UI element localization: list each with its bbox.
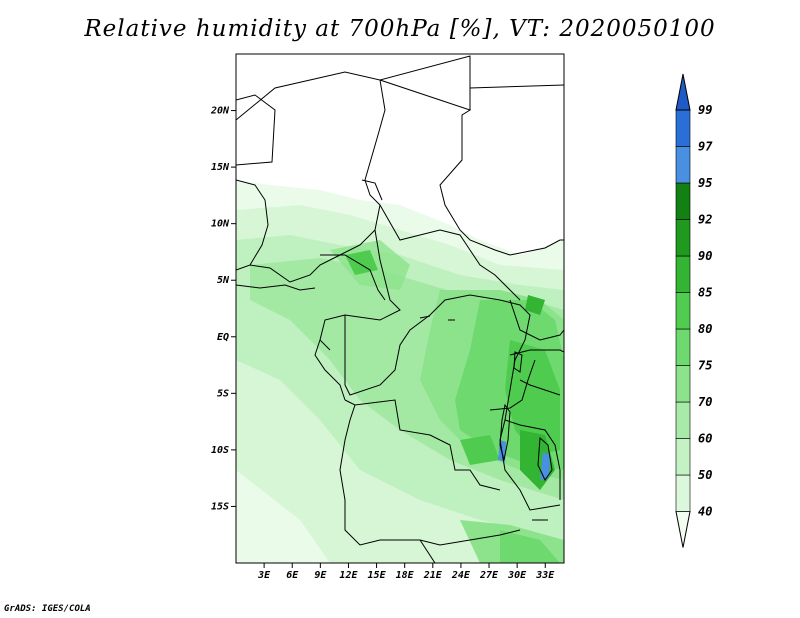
colorbar-label: 95 (698, 176, 712, 190)
colorbar-lower-arrow (675, 511, 691, 548)
x-tick-label: 18E (396, 570, 415, 581)
y-tick-label: 10S (211, 445, 229, 456)
colorbar-swatch (675, 292, 691, 330)
colorbar-upper-arrow (675, 73, 691, 111)
colorbar-label: 90 (698, 249, 712, 263)
humidity-field (236, 54, 564, 563)
colorbar-swatch (675, 401, 691, 439)
colorbar-label: 99 (698, 103, 712, 117)
x-tick-label: 3E (257, 570, 271, 581)
colorbar-swatch (675, 438, 691, 476)
rh-95-spot-2 (540, 452, 550, 480)
chart-title: Relative humidity at 700hPa [%], VT: 202… (84, 16, 716, 42)
y-tick-label: 15S (211, 501, 229, 512)
x-tick-label: 6E (286, 570, 299, 581)
y-tick-label: 15N (211, 162, 230, 173)
colorbar-label: 97 (698, 140, 713, 154)
colorbar-swatch (675, 146, 691, 184)
x-tick-label: 15E (368, 570, 387, 581)
colorbar-swatch (675, 255, 691, 293)
y-tick-label: 5S (217, 388, 229, 399)
x-tick-label: 9E (314, 570, 327, 581)
colorbar-swatch (675, 474, 691, 512)
colorbar-label: 80 (698, 322, 712, 336)
colorbar-swatch (675, 219, 691, 257)
x-tick-label: 12E (339, 570, 358, 581)
rh-90-region-2 (525, 295, 545, 315)
colorbar-swatch (675, 182, 691, 220)
y-axis: 20N 15N 10N 5N EQ 5S 10S 15S (210, 106, 236, 512)
colorbar-label: 92 (698, 213, 712, 227)
x-axis: 3E 6E 9E 12E 15E 18E 21E 24E 27E 30E 33E (257, 563, 555, 581)
colorbar-swatch (675, 365, 691, 403)
colorbar-label: 75 (698, 359, 712, 373)
colorbar: 40 50 60 70 75 80 85 90 92 95 97 99 (675, 73, 713, 548)
rh-80-region-sw (500, 530, 560, 563)
colorbar-label: 85 (698, 286, 712, 300)
y-tick-label: 10N (211, 219, 230, 230)
colorbar-label: 60 (698, 432, 712, 446)
x-tick-label: 27E (479, 570, 499, 581)
colorbar-swatch (675, 109, 691, 147)
x-tick-label: 24E (451, 570, 471, 581)
rh-85-region-n (345, 250, 378, 275)
rh-85-region (505, 340, 560, 455)
colorbar-label: 50 (698, 468, 712, 482)
grads-credit: GrADS: IGES/COLA (4, 604, 91, 614)
colorbar-swatch (675, 328, 691, 366)
y-tick-label: EQ (217, 332, 229, 343)
x-tick-label: 30E (507, 570, 527, 581)
country-borders (236, 55, 564, 563)
y-tick-label: 5N (217, 275, 230, 286)
x-tick-label: 21E (423, 570, 443, 581)
lakes (419, 315, 553, 521)
y-tick-label: 20N (210, 106, 230, 117)
rh-85-region-s (460, 435, 500, 465)
colorbar-label: 40 (698, 505, 712, 519)
x-tick-label: 33E (535, 570, 555, 581)
colorbar-label: 70 (698, 395, 712, 409)
map-frame (235, 53, 565, 564)
